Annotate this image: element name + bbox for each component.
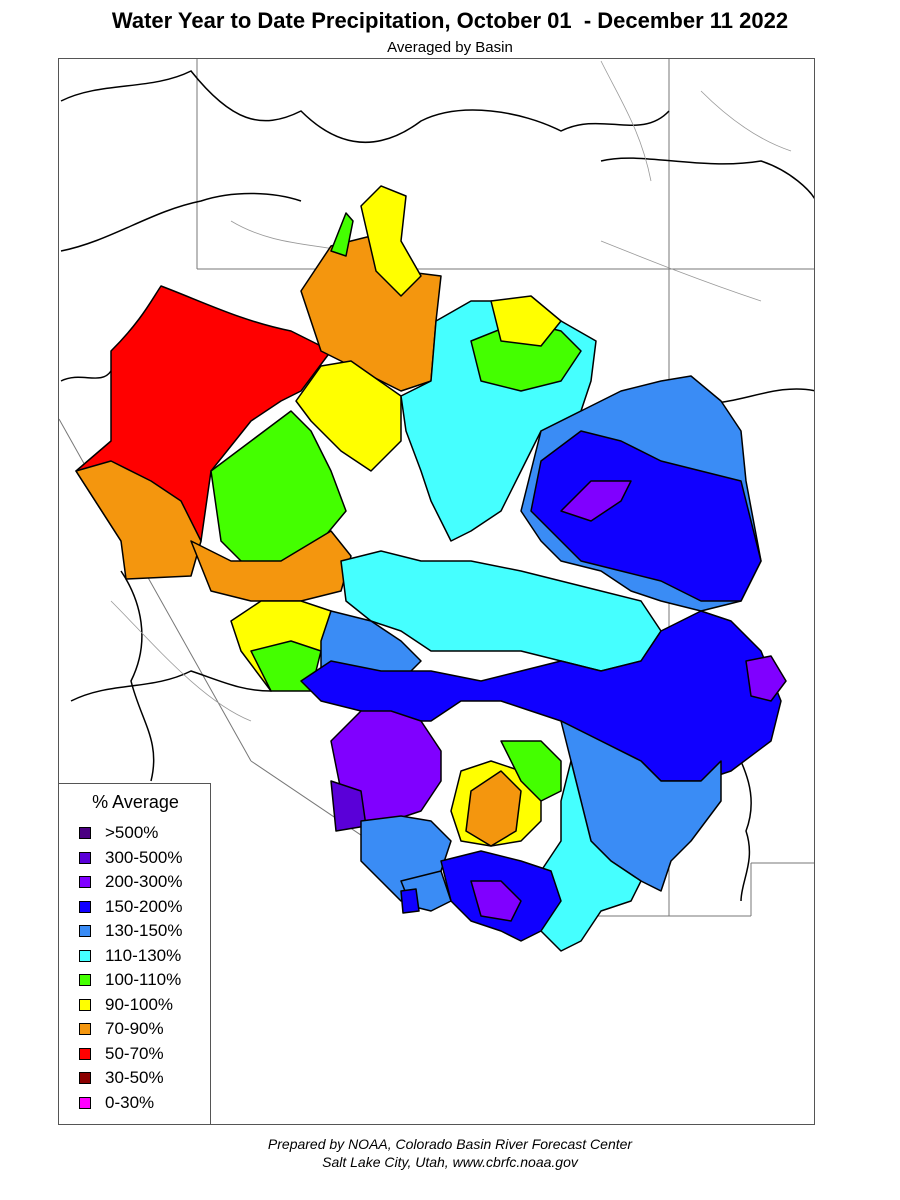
legend-label: 130-150% (105, 921, 183, 940)
legend-item: 50-70% (79, 1043, 164, 1065)
legend-item: 150-200% (79, 896, 183, 918)
legend-item: 130-150% (79, 920, 183, 942)
legend-swatch (79, 827, 91, 839)
footer-location: Salt Lake City, Utah, www.cbrfc.noaa.gov (322, 1154, 578, 1170)
legend-label: 30-50% (105, 1068, 164, 1087)
legend-swatch (79, 950, 91, 962)
legend-item: 70-90% (79, 1018, 164, 1040)
legend-item: 110-130% (79, 945, 181, 967)
legend-label: 90-100% (105, 995, 174, 1014)
basin-map-graphic (59, 59, 814, 952)
legend-swatch (79, 974, 91, 986)
legend-item: 200-300% (79, 871, 183, 893)
legend-swatch (79, 852, 91, 864)
legend-label: >500% (105, 823, 159, 842)
map-subtitle: Averaged by Basin (387, 39, 513, 56)
legend-swatch (79, 876, 91, 888)
legend-label: 300-500% (105, 848, 183, 867)
basins (75, 185, 787, 952)
legend-item: 0-30% (79, 1092, 154, 1114)
state-boundaries (59, 59, 814, 917)
legend-swatch (79, 999, 91, 1011)
legend-item: 100-110% (79, 969, 181, 991)
legend-item: >500% (79, 822, 158, 844)
map-legend: % Average >500% 300-500% 200-300% 150-20… (58, 783, 211, 1125)
legend-label: 150-200% (105, 897, 183, 916)
map-title: Water Year to Date Precipitation, Octobe… (111, 8, 789, 33)
legend-item: 30-50% (79, 1067, 164, 1089)
legend-label: 70-90% (105, 1019, 164, 1038)
legend-swatch (79, 1097, 91, 1109)
legend-swatch (79, 1048, 91, 1060)
legend-swatch (79, 901, 91, 913)
legend-item: 300-500% (79, 847, 183, 869)
legend-label: 0-30% (105, 1093, 155, 1112)
legend-swatch (79, 925, 91, 937)
legend-label: 100-110% (105, 970, 182, 989)
legend-label: 200-300% (105, 872, 183, 891)
legend-title: % Average (92, 792, 179, 812)
legend-swatch (79, 1023, 91, 1035)
legend-label: 110-130% (105, 946, 182, 965)
footer-credit: Prepared by NOAA, Colorado Basin River F… (267, 1136, 633, 1152)
legend-item: 90-100% (79, 994, 173, 1016)
precipitation-map (58, 58, 815, 1125)
outer-watersheds (60, 70, 814, 902)
legend-swatch (79, 1072, 91, 1084)
legend-label: 50-70% (105, 1044, 164, 1063)
